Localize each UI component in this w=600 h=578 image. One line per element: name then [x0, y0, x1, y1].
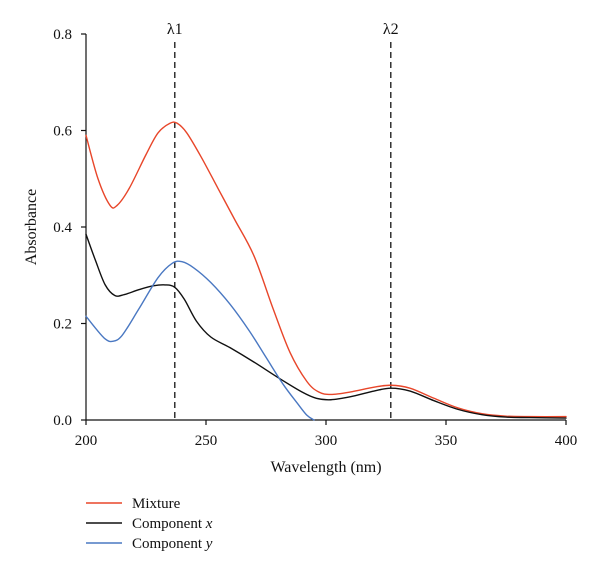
- x-tick-label: 350: [435, 433, 458, 449]
- y-tick-label: 0.4: [53, 220, 72, 236]
- y-tick-label: 0.8: [53, 27, 72, 43]
- y-tick-label: 0.2: [53, 317, 72, 333]
- axes: 0.0 0.2 0.4 0.6 0.8 200 250 300 350 400: [53, 27, 577, 449]
- x-axis-title: Wavelength (nm): [270, 459, 381, 476]
- y-axis-title: Absorbance: [23, 189, 40, 265]
- marker-label: λ2: [383, 21, 399, 38]
- series-lines: [85, 121, 567, 421]
- legend: Mixture Component x Component y: [86, 496, 213, 552]
- x-tick-label: 300: [315, 433, 338, 449]
- y-ticks: 0.0 0.2 0.4 0.6 0.8: [53, 27, 86, 429]
- wavelength-markers: λ1 λ2: [167, 21, 399, 420]
- legend-label: Mixture: [132, 496, 181, 512]
- x-tick-label: 400: [555, 433, 578, 449]
- marker-label: λ1: [167, 21, 183, 38]
- series-line-2: [85, 233, 567, 419]
- series-line-3: [85, 260, 315, 421]
- y-tick-label: 0.0: [53, 413, 72, 429]
- legend-label: Component y: [132, 536, 213, 552]
- y-tick-label: 0.6: [53, 124, 72, 140]
- x-ticks: 200 250 300 350 400: [75, 420, 578, 449]
- series-line-1: [85, 121, 567, 418]
- legend-label: Component x: [132, 516, 213, 532]
- x-tick-label: 250: [195, 433, 218, 449]
- x-tick-label: 200: [75, 433, 98, 449]
